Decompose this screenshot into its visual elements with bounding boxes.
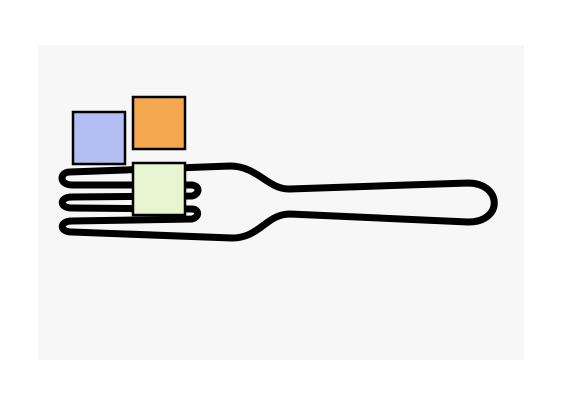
fork	[58, 162, 498, 242]
orange-square	[131, 95, 187, 151]
blue-square	[71, 110, 127, 166]
green-square	[131, 161, 187, 217]
panel	[38, 45, 524, 360]
